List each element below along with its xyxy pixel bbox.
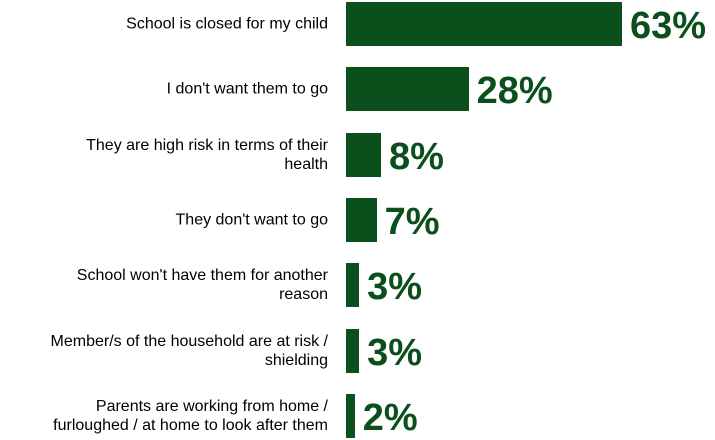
category-label-line: shielding <box>264 351 328 369</box>
value-label: 7% <box>384 200 440 243</box>
category-label-line: Parents are working from home / <box>95 397 328 415</box>
category-label: Parents are working from home / furloughe… <box>0 397 328 435</box>
bar <box>346 67 469 112</box>
bar <box>346 197 377 242</box>
category-label: I don't want them to go <box>0 80 328 99</box>
category-label: Member/s of the household are at risk / s… <box>0 332 328 370</box>
value-label: 3% <box>367 331 423 374</box>
category-label-line: They are high risk in terms of their <box>86 136 328 154</box>
category-label-line: furloughed / at home to look after them <box>53 416 328 434</box>
category-label-line: I don't want them to go <box>166 80 328 98</box>
category-label-line: They don't want to go <box>175 211 328 229</box>
category-label: School won't have them for another reason <box>0 266 328 304</box>
value-label: 8% <box>389 135 444 178</box>
bar <box>346 2 622 46</box>
category-label-line: health <box>284 155 328 173</box>
bar <box>346 393 355 438</box>
value-label: 3% <box>367 266 423 309</box>
value-label: 63% <box>630 5 707 47</box>
category-label: They are high risk in terms of their heal… <box>0 136 328 174</box>
bar <box>346 263 360 308</box>
category-label-line: reason <box>279 286 328 304</box>
category-label-line: School is closed for my child <box>126 15 328 33</box>
category-label: They don't want to go <box>0 210 328 229</box>
value-label: 28% <box>476 70 553 113</box>
category-label-line: School won't have them for another <box>76 267 328 285</box>
category-label: School is closed for my child <box>0 15 328 34</box>
value-label: 2% <box>362 396 418 439</box>
category-label-line: Member/s of the household are at risk / <box>50 332 328 350</box>
bar <box>346 132 382 177</box>
bar <box>346 328 360 373</box>
